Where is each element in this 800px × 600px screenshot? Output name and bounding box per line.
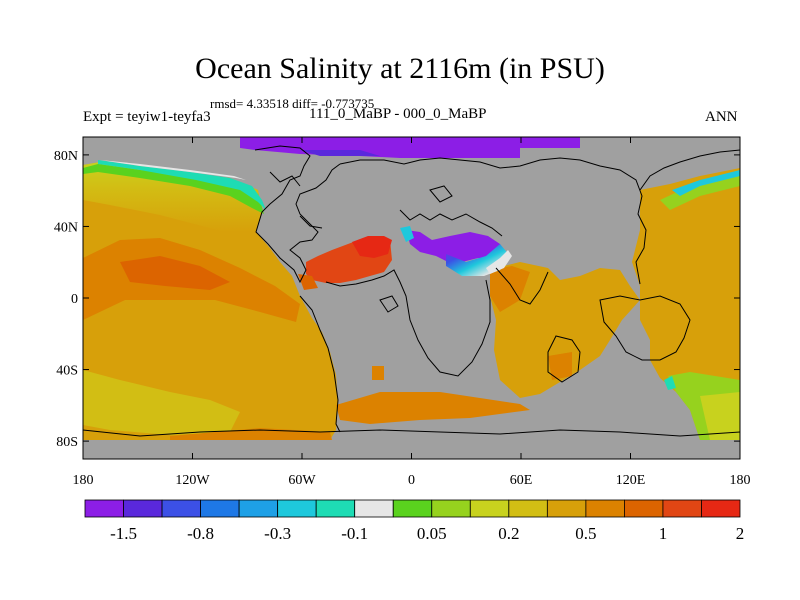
continent-outlines [83,145,740,437]
colorbar-box [546,499,587,518]
se-australia-light [700,392,740,440]
x-tick-label: 60E [510,473,533,488]
colorbar-label: 2 [736,524,745,543]
colorbar-label: 0.2 [498,524,519,543]
colorbar-box [84,499,124,518]
season-label: ANN [705,109,738,125]
na-coast-gradient [83,164,264,214]
y-tick-label: 80N [54,149,78,164]
x-tick-label: 180 [730,473,751,488]
colorbar-box [662,499,702,518]
y-tick-label: 80S [56,435,78,450]
stats-text: rmsd= 4.33518 diff= -0.773735 [210,96,375,111]
south-atlantic-floor [336,392,530,424]
colorbar: -1.5 -0.8 -0.3 -0.1 0.05 0.2 0.5 1 2 [84,499,745,543]
x-tick-label: 60W [288,473,316,488]
indian-ocean [490,262,640,398]
colorbar-box [701,499,741,518]
colorbar-label: 1 [659,524,668,543]
colorbar-label: -0.1 [341,524,368,543]
period-label: 111_0_MaBP - 000_0_MaBP [309,106,487,122]
colorbar-box [469,499,510,518]
na-coast-white [100,160,246,180]
pacific-ocean [83,162,338,440]
colorbar-label: 0.05 [417,524,447,543]
x-tick-label: 120W [175,473,210,488]
x-tick-label: 120E [616,473,646,488]
colorbar-box [354,499,394,518]
colorbar-box [123,499,163,518]
australia-coast-fresh [664,376,676,390]
western-pacific [632,168,740,440]
south-atlantic-spot [372,366,384,380]
colorbar-box [161,499,201,518]
nw-pacific-fresh [672,170,740,196]
indian-ocean-west [490,266,530,312]
indian-ocean-spot [548,352,572,380]
colorbar-label: -0.3 [264,524,291,543]
colorbar-box [624,499,664,518]
na-coast-fresh [98,160,266,210]
arctic-shelf [300,150,380,156]
colorbar-box [277,499,317,518]
south-pacific-patch [83,370,240,435]
tethys-west-fresh [400,226,414,242]
tethys-anomaly [406,230,506,262]
colorbar-box [431,499,471,518]
x-tick-label: 0 [408,473,415,488]
nw-pacific-green [660,176,740,210]
colorbar-label: 0.5 [575,524,596,543]
tethys-white-edge [486,250,512,274]
colorbar-box [508,499,548,518]
colorbar-box [392,499,433,518]
y-tick-label: 40S [56,364,78,379]
caribbean-patch [298,274,318,290]
y-tick-label: 0 [71,292,78,307]
pacific-warm-core [120,256,230,290]
chart-title: Ocean Salinity at 2116m (in PSU) [195,52,605,85]
atlantic-red-core [352,236,392,258]
colorbar-box [200,499,240,518]
antarctica [83,440,740,459]
x-tick-label: 180 [73,473,94,488]
colorbar-box [238,499,279,518]
colorbar-box [315,499,356,518]
axis-layer: 180 120W 60W 0 60E 120E 180 80N 40N 0 40S 80S [54,137,751,488]
experiment-label: Expt = teyiw1-teyfa3 [83,109,211,125]
colorbar-box [585,499,625,518]
colorbar-label: -0.8 [187,524,214,543]
y-tick-label: 40N [54,220,78,235]
colorbar-label: -1.5 [110,524,137,543]
